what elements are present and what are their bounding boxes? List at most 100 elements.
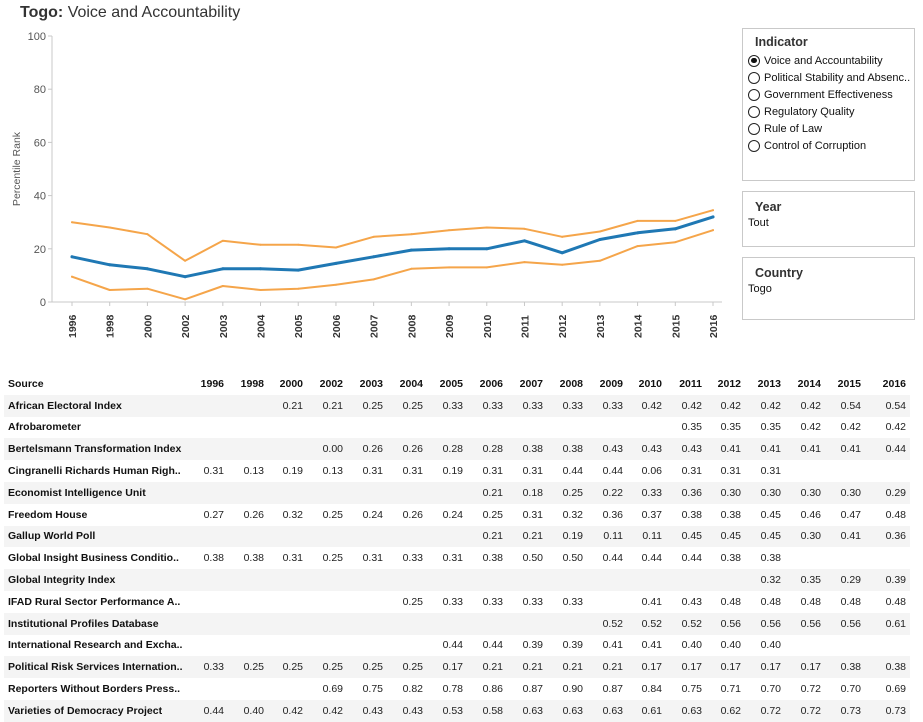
score-cell [467, 417, 507, 439]
score-cell: 0.72 [800, 683, 821, 696]
data-point [598, 237, 602, 241]
score-cell: 0.17 [427, 656, 467, 679]
score-cell: 0.25 [347, 656, 387, 679]
score-cell [268, 635, 307, 657]
y-tick-label: 80 [34, 84, 46, 96]
score-cell: 0.39 [865, 569, 910, 591]
radio-button[interactable] [748, 105, 760, 118]
radio-button[interactable] [748, 54, 760, 67]
score-cell [307, 569, 347, 591]
year-column-header: 2000 [279, 377, 303, 390]
score-cell: 0.31 [282, 552, 303, 565]
radio-button[interactable] [748, 139, 760, 152]
score-cell: 0.38 [825, 656, 865, 679]
score-cell: 0.44 [865, 438, 910, 461]
score-cell [587, 569, 627, 591]
score-cell [190, 438, 228, 461]
page-title-country: Togo: [20, 4, 64, 21]
score-cell [228, 569, 268, 591]
indicator-option-label: Voice and Accountability [764, 54, 883, 67]
score-cell: 0.25 [307, 656, 347, 679]
score-cell [268, 612, 307, 635]
data-point [108, 263, 112, 267]
score-cell: 0.42 [706, 394, 745, 417]
score-cell [347, 569, 387, 591]
score-cell [190, 525, 228, 548]
indicator-option[interactable]: Government Effectiveness [743, 86, 914, 103]
x-tick-label: 2000 [142, 314, 154, 338]
score-cell: 0.45 [666, 525, 706, 548]
score-cell: 0.30 [745, 481, 785, 504]
score-cell: 0.54 [825, 394, 865, 417]
country-filter-value[interactable]: Togo [748, 283, 772, 295]
score-cell: 0.35 [785, 569, 825, 591]
score-cell: 0.52 [627, 612, 666, 635]
score-cell [228, 481, 268, 504]
indicator-option[interactable]: Control of Corruption [743, 137, 914, 154]
data-point [448, 229, 451, 232]
data-point [636, 245, 639, 248]
score-cell: 0.41 [641, 639, 662, 652]
score-cell: 0.39 [522, 639, 543, 652]
score-cell: 0.42 [885, 421, 906, 434]
score-cell [228, 394, 268, 417]
score-cell: 0.48 [840, 595, 861, 608]
score-cell: 0.43 [347, 699, 387, 722]
score-cell [190, 394, 228, 417]
score-cell: 0.24 [362, 508, 383, 521]
indicator-filter-panel: Indicator Voice and Accountability Politi… [742, 28, 915, 181]
indicator-option[interactable]: Voice and Accountability [743, 52, 914, 69]
score-cell: 0.37 [641, 508, 662, 521]
x-tick-label: 2008 [406, 314, 418, 338]
score-cell: 0.40 [228, 699, 268, 722]
score-cell: 0.87 [522, 683, 543, 696]
radio-button[interactable] [748, 88, 760, 101]
data-point [108, 226, 111, 229]
data-point [560, 251, 564, 255]
score-cell: 0.17 [666, 656, 706, 679]
y-tick-label: 40 [34, 191, 46, 203]
score-cell: 0.56 [706, 612, 745, 635]
indicator-option[interactable]: Political Stability and Absenc.. [743, 69, 914, 86]
score-cell [785, 460, 825, 482]
score-cell [190, 678, 228, 700]
score-cell [268, 569, 307, 591]
series-line [71, 229, 714, 301]
score-cell: 0.25 [547, 481, 587, 504]
year-filter-value[interactable]: Tout [748, 217, 769, 229]
score-cell: 0.31 [442, 552, 463, 565]
country-filter-panel[interactable]: Country Togo [742, 257, 915, 320]
score-cell: 0.43 [387, 699, 427, 722]
source-name: Institutional Profiles Database [4, 612, 190, 635]
source-name: Bertelsmann Transformation Index [4, 438, 190, 461]
score-cell: 0.53 [427, 699, 467, 722]
year-column-header: 2004 [399, 377, 423, 390]
score-cell: 0.84 [641, 683, 662, 696]
score-cell: 0.22 [587, 481, 627, 504]
year-filter-panel[interactable]: Year Tout [742, 191, 915, 247]
score-cell: 0.32 [282, 508, 303, 521]
x-tick-label: 2007 [369, 314, 381, 338]
score-cell [190, 591, 228, 613]
score-cell: 0.21 [547, 656, 587, 679]
table-row: Global Insight Business Conditio.. 0.38 0.… [4, 547, 910, 569]
data-point [636, 219, 639, 222]
table-row: Bertelsmann Transformation Index 0.00 0.26… [4, 438, 910, 461]
score-cell: 0.61 [627, 699, 666, 722]
score-cell: 0.42 [627, 394, 666, 417]
score-cell [228, 525, 268, 548]
indicator-option[interactable]: Regulatory Quality [743, 103, 914, 120]
indicator-option[interactable]: Rule of Law [743, 120, 914, 137]
radio-button[interactable] [748, 71, 760, 84]
score-cell: 0.42 [800, 421, 821, 434]
radio-button[interactable] [748, 122, 760, 135]
score-cell [228, 438, 268, 461]
score-cell [347, 591, 387, 613]
score-cell [387, 612, 427, 635]
indicator-filter-title: Indicator [755, 35, 808, 49]
score-cell: 0.41 [706, 438, 745, 461]
year-column-header: 2011 [679, 377, 702, 390]
score-cell [190, 569, 228, 591]
y-axis-title: Percentile Rank [11, 131, 23, 206]
x-tick-label: 2004 [256, 314, 268, 338]
